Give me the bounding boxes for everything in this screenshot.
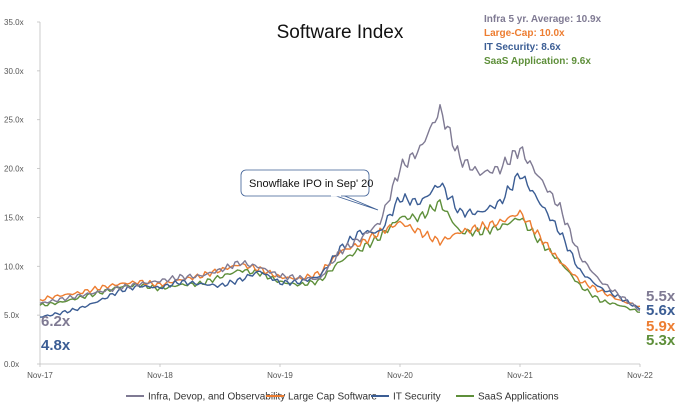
x-tick-label: Nov-20 — [387, 371, 413, 380]
chart-title: Software Index — [277, 22, 404, 43]
x-axis: Nov-17 Nov-18 Nov-19 Nov-20 Nov-21 Nov-22 — [27, 363, 653, 380]
annotation-pointer — [329, 193, 379, 211]
stats-box-item: SaaS Application: 9.6x — [484, 56, 591, 67]
x-tick-label: Nov-17 — [27, 371, 53, 380]
end-label: 5.6x — [646, 302, 676, 319]
start-label: 6.2x — [41, 313, 71, 330]
end-labels: 5.5x5.6x5.9x5.3x — [646, 288, 676, 349]
start-label: 4.8x — [41, 337, 71, 354]
y-tick-label: 10.0x — [4, 262, 24, 271]
x-tick-label: Nov-19 — [267, 371, 293, 380]
end-label: 5.5x — [646, 288, 676, 305]
start-labels: 6.2x 4.8x — [41, 313, 71, 354]
y-tick-label: 30.0x — [4, 67, 24, 76]
legend-label: Large Cap Software — [288, 392, 377, 403]
x-tick-label: Nov-18 — [147, 371, 173, 380]
y-tick-label: 25.0x — [4, 116, 24, 125]
legend-label: SaaS Applications — [478, 392, 559, 403]
y-axis: 0.0x 5.0x 10.0x 15.0x 20.0x 25.0x 30.0x 35.0x — [4, 18, 41, 369]
legend-label: Infra, Devop, and Observability — [148, 392, 285, 403]
y-tick-label: 15.0x — [4, 213, 24, 222]
annotation-text: Snowflake IPO in Sep' 20 — [249, 178, 373, 190]
end-label: 5.3x — [646, 332, 676, 349]
y-tick-label: 35.0x — [4, 18, 24, 27]
y-tick-label: 20.0x — [4, 165, 24, 174]
x-tick-label: Nov-21 — [507, 371, 533, 380]
end-label: 5.9x — [646, 318, 676, 335]
stats-box-item: IT Security: 8.6x — [484, 42, 561, 53]
series-line-it-security — [39, 172, 641, 318]
x-tick-label: Nov-22 — [627, 371, 653, 380]
annotation-box — [240, 169, 370, 197]
annotation-callout: Snowflake IPO in Sep' 20 — [240, 169, 379, 211]
y-tick-label: 5.0x — [4, 311, 19, 320]
legend-label: IT Security — [393, 392, 441, 403]
series-lines — [39, 103, 641, 318]
stats-box-item: Large-Cap: 10.0x — [484, 28, 565, 39]
legend: Infra, Devop, and Observability Large Cap… — [126, 392, 559, 403]
y-tick-label: 0.0x — [4, 360, 19, 369]
series-line-infra-devop-and-observability — [39, 103, 641, 311]
stats-box-item: Infra 5 yr. Average: 10.9x — [484, 14, 602, 25]
stats-box: Infra 5 yr. Average: 10.9x Large-Cap: 10.… — [484, 14, 602, 67]
series-line-saas-applications — [39, 199, 641, 313]
series-line-large-cap-software — [39, 209, 641, 308]
